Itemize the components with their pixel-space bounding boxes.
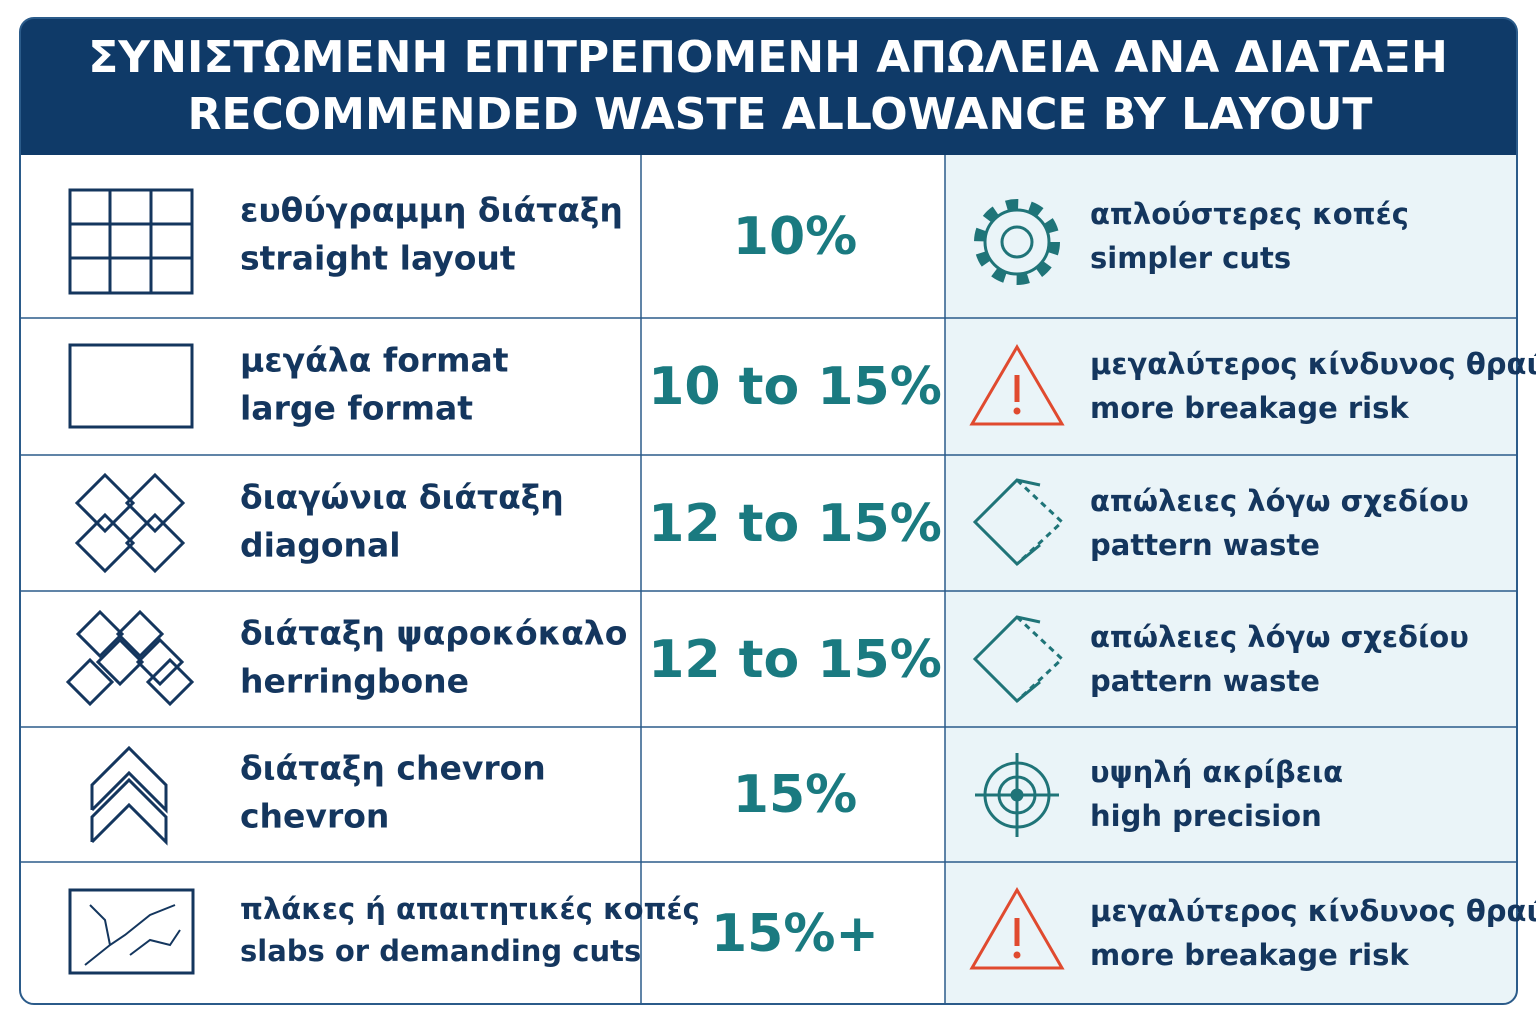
layout-name-en: diagonal <box>240 526 401 565</box>
icon-large-format <box>68 343 194 429</box>
waste-value: 10% <box>733 207 857 267</box>
icon-diagonal <box>74 472 186 574</box>
layout-name-gr: διαγώνια διάταξη <box>240 478 564 517</box>
icon-herringbone <box>65 609 195 707</box>
icon-warning <box>969 344 1065 426</box>
waste-value: 15%+ <box>711 904 879 964</box>
icon-gear <box>974 199 1060 285</box>
layout-name-en: slabs or demanding cuts <box>240 934 641 968</box>
layout-name-en: straight layout <box>240 239 516 278</box>
icon-slab <box>68 888 195 975</box>
table-frame <box>20 18 1517 1004</box>
rows: ευθύγραμμη διάταξη straight layout 10% απλο… <box>240 191 1536 973</box>
note-column-bg <box>945 155 1517 1004</box>
note-en: high precision <box>1090 799 1322 833</box>
waste-value: 15% <box>733 765 857 825</box>
note-en: simpler cuts <box>1090 241 1291 275</box>
layout-name-gr: μεγάλα format <box>240 341 509 380</box>
waste-value: 12 to 15% <box>648 494 942 554</box>
layout-name-en: large format <box>240 389 473 428</box>
icon-target <box>975 753 1059 837</box>
layout-name-gr: διάταξη chevron <box>240 749 546 788</box>
header-bg <box>20 18 1517 155</box>
note-gr: απλούστερες κοπές <box>1090 197 1409 231</box>
icon-grid <box>68 188 194 295</box>
note-en: pattern waste <box>1090 664 1320 698</box>
layout-name-en: chevron <box>240 797 389 836</box>
icon-pattern <box>972 615 1065 704</box>
icon-chevron <box>90 745 168 846</box>
note-en: more breakage risk <box>1090 391 1409 425</box>
icon-pattern <box>972 478 1065 567</box>
layout-name-gr: διάταξη ψαροκόκαλο <box>240 614 627 653</box>
note-en: pattern waste <box>1090 528 1320 562</box>
note-gr: μεγαλύτερος κίνδυνος θραύσης <box>1090 347 1536 381</box>
layout-name-gr: πλάκες ή απαιτητικές κοπές <box>240 892 700 926</box>
grid-lines <box>20 155 1517 1004</box>
note-gr: απώλειες λόγω σχεδίου <box>1090 484 1469 518</box>
note-gr: μεγαλύτερος κίνδυνος θραύσης <box>1090 894 1536 928</box>
layout-name-en: herringbone <box>240 662 469 701</box>
note-en: more breakage risk <box>1090 938 1409 972</box>
title-gr: ΣΥΝΙΣΤΩΜΕΝΗ ΕΠΙΤΡΕΠΟΜΕΝΗ ΑΠΩΛΕΙΑ ΑΝΑ ΔΙΑ… <box>88 32 1448 83</box>
waste-value: 12 to 15% <box>648 630 942 690</box>
note-gr: υψηλή ακρίβεια <box>1090 755 1343 789</box>
icon-warning <box>969 886 1065 970</box>
title-en: RECOMMENDED WASTE ALLOWANCE BY LAYOUT <box>188 89 1373 140</box>
waste-value: 10 to 15% <box>648 357 942 417</box>
layout-name-gr: ευθύγραμμη διάταξη <box>240 191 623 230</box>
note-gr: απώλειες λόγω σχεδίου <box>1090 620 1469 654</box>
